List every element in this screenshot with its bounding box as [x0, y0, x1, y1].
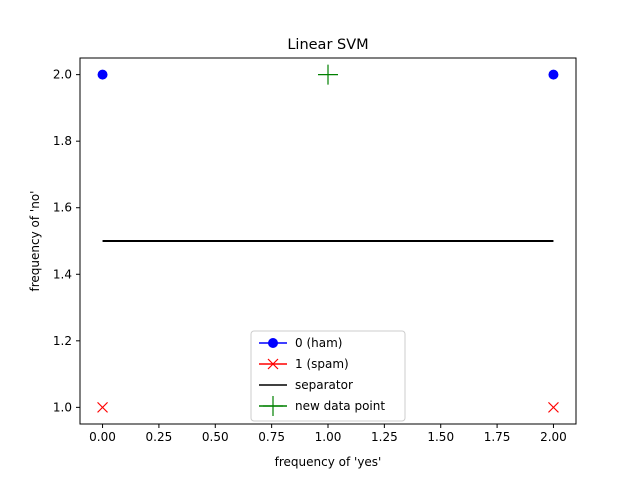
x-tick-label: 1.50	[427, 430, 454, 444]
y-tick-label: 1.8	[53, 134, 72, 148]
x-axis-ticks: 0.00 0.25 0.50 0.75 1.00 1.25 1.50 1.75 2.00	[89, 424, 567, 444]
new-data-point-0	[318, 64, 338, 85]
legend-item: separator	[259, 378, 353, 392]
x-tick-label: 0.75	[258, 430, 285, 444]
x-tick-label: 1.25	[371, 430, 398, 444]
legend-label: 0 (ham)	[295, 336, 342, 350]
x-axis-label: frequency of 'yes'	[275, 455, 382, 469]
x-tick-label: 2.00	[540, 430, 567, 444]
chart-title: Linear SVM	[287, 37, 368, 53]
x-tick-label: 0.25	[146, 430, 173, 444]
ham-point-1	[548, 69, 559, 80]
legend-box	[250, 330, 406, 422]
y-tick-label: 1.2	[53, 334, 72, 348]
legend-item: 0 (ham)	[259, 336, 342, 350]
legend-label: new data point	[295, 399, 385, 413]
plot-area	[79, 57, 577, 425]
y-tick-label: 1.4	[53, 267, 72, 281]
legend-marker	[268, 338, 278, 348]
legend-item: new data point	[259, 396, 385, 416]
x-tick-label: 1.00	[315, 430, 342, 444]
legend-label: 1 (spam)	[295, 357, 349, 371]
x-tick-label: 0.00	[89, 430, 116, 444]
ham-point-0	[97, 69, 108, 80]
legend-marker	[267, 358, 279, 370]
y-axis-label: frequency of 'no'	[28, 191, 42, 292]
y-tick-label: 1.6	[53, 201, 72, 215]
y-tick-label: 2.0	[53, 68, 72, 82]
legend-item: 1 (spam)	[259, 357, 349, 371]
spam-point-1	[548, 401, 559, 413]
legend-marker	[263, 396, 283, 416]
y-tick-label: 1.0	[53, 400, 72, 414]
legend-label: separator	[295, 378, 353, 392]
legend: 0 (ham) 1 (spam) separator new data point	[250, 330, 406, 422]
spam-point-0	[97, 401, 108, 413]
x-tick-label: 0.50	[202, 430, 229, 444]
x-tick-label: 1.75	[484, 430, 511, 444]
y-axis-ticks: 1.0 1.2 1.4 1.6 1.8 2.0	[53, 68, 80, 414]
